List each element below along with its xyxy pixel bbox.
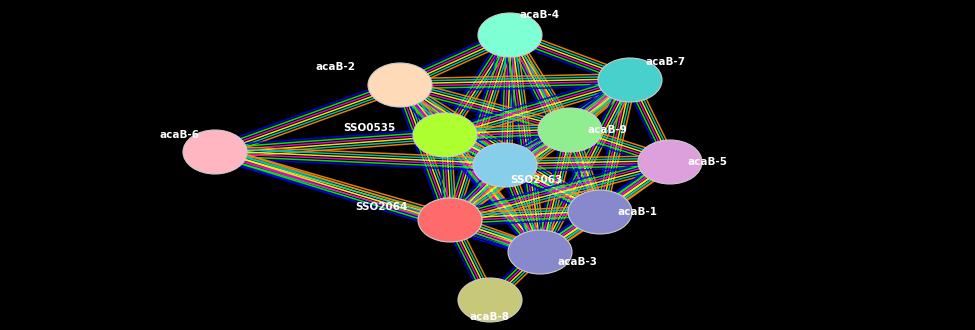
- Text: SSO0535: SSO0535: [343, 123, 395, 133]
- Text: acaB-6: acaB-6: [160, 130, 200, 140]
- Ellipse shape: [418, 198, 482, 242]
- Ellipse shape: [368, 63, 432, 107]
- Text: acaB-7: acaB-7: [645, 57, 685, 67]
- Text: acaB-8: acaB-8: [470, 312, 510, 322]
- Ellipse shape: [183, 130, 247, 174]
- Text: acaB-2: acaB-2: [315, 62, 355, 72]
- Ellipse shape: [508, 230, 572, 274]
- Text: acaB-9: acaB-9: [588, 125, 628, 135]
- Text: acaB-5: acaB-5: [688, 157, 728, 167]
- Ellipse shape: [598, 58, 662, 102]
- Ellipse shape: [568, 190, 632, 234]
- Text: SSO2063: SSO2063: [510, 175, 563, 185]
- Ellipse shape: [478, 13, 542, 57]
- Text: acaB-1: acaB-1: [618, 207, 658, 217]
- Ellipse shape: [638, 140, 702, 184]
- Text: acaB-4: acaB-4: [520, 10, 560, 20]
- Ellipse shape: [473, 143, 537, 187]
- Ellipse shape: [538, 108, 602, 152]
- Text: acaB-3: acaB-3: [558, 257, 598, 267]
- Text: SSO2064: SSO2064: [356, 202, 408, 212]
- Ellipse shape: [458, 278, 522, 322]
- Ellipse shape: [413, 113, 477, 157]
